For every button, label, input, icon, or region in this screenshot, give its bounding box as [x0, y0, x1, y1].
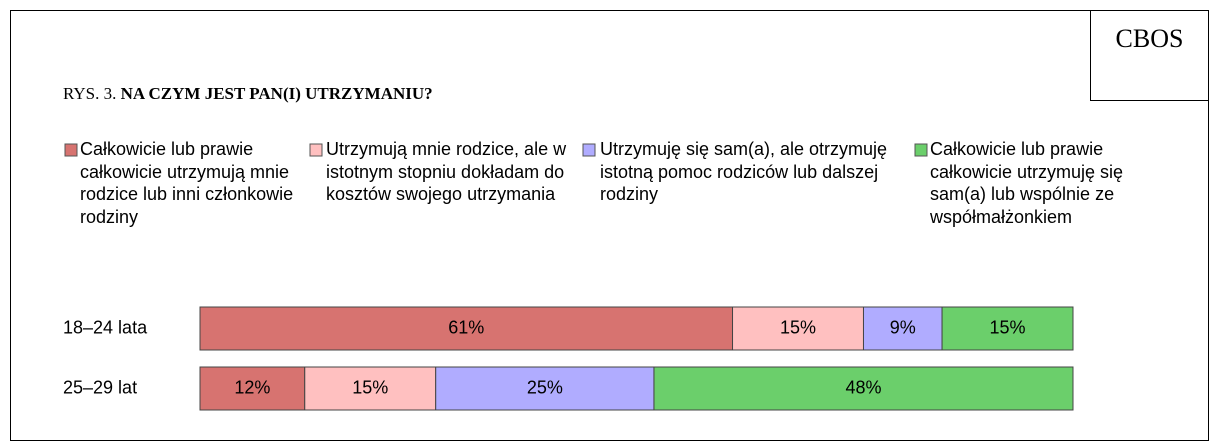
bar-segment [653, 366, 1074, 411]
source: CBOS [1115, 24, 1184, 53]
value-label: 15% [780, 317, 816, 337]
bar-segment [862, 306, 943, 351]
value-label: 48% [845, 377, 881, 397]
legend-swatch [64, 143, 78, 157]
value-label: 25% [527, 377, 563, 397]
source-box [1090, 10, 1209, 101]
figure-label: RYS. 3. [63, 84, 117, 103]
legend-label: Utrzymuję się sam(a), ale otrzymuję isto… [600, 139, 888, 204]
figure-title: RYS. 3. NA CZYM JEST PAN(I) UTRZYMANIU? [63, 84, 433, 104]
y-tick-label: 18–24 lata [63, 317, 148, 337]
y-tick-label: 25–29 lat [63, 377, 137, 397]
legend-swatch [914, 143, 928, 157]
value-label: 61% [448, 317, 484, 337]
frame [10, 10, 1209, 441]
legend-label: Utrzymują mnie rodzice, ale w istotnym s… [326, 139, 567, 204]
value-label: 15% [352, 377, 388, 397]
bar-segment [199, 306, 734, 351]
bar-segment [199, 366, 306, 411]
value-label: 12% [234, 377, 270, 397]
bar-segment [435, 366, 655, 411]
legend-label: Całkowicie lub prawie całkowicie utrzymu… [930, 139, 1124, 227]
value-label: 9% [890, 317, 916, 337]
value-label: 15% [990, 317, 1026, 337]
bar-segment [941, 306, 1074, 351]
bar-segment [732, 306, 864, 351]
legend-swatch [309, 143, 323, 157]
bar-segment [304, 366, 437, 411]
legend-label: Całkowicie lub prawie całkowicie utrzymu… [80, 139, 294, 227]
chart-title: NA CZYM JEST PAN(I) UTRZYMANIU? [120, 84, 433, 103]
legend-swatch [582, 143, 596, 157]
